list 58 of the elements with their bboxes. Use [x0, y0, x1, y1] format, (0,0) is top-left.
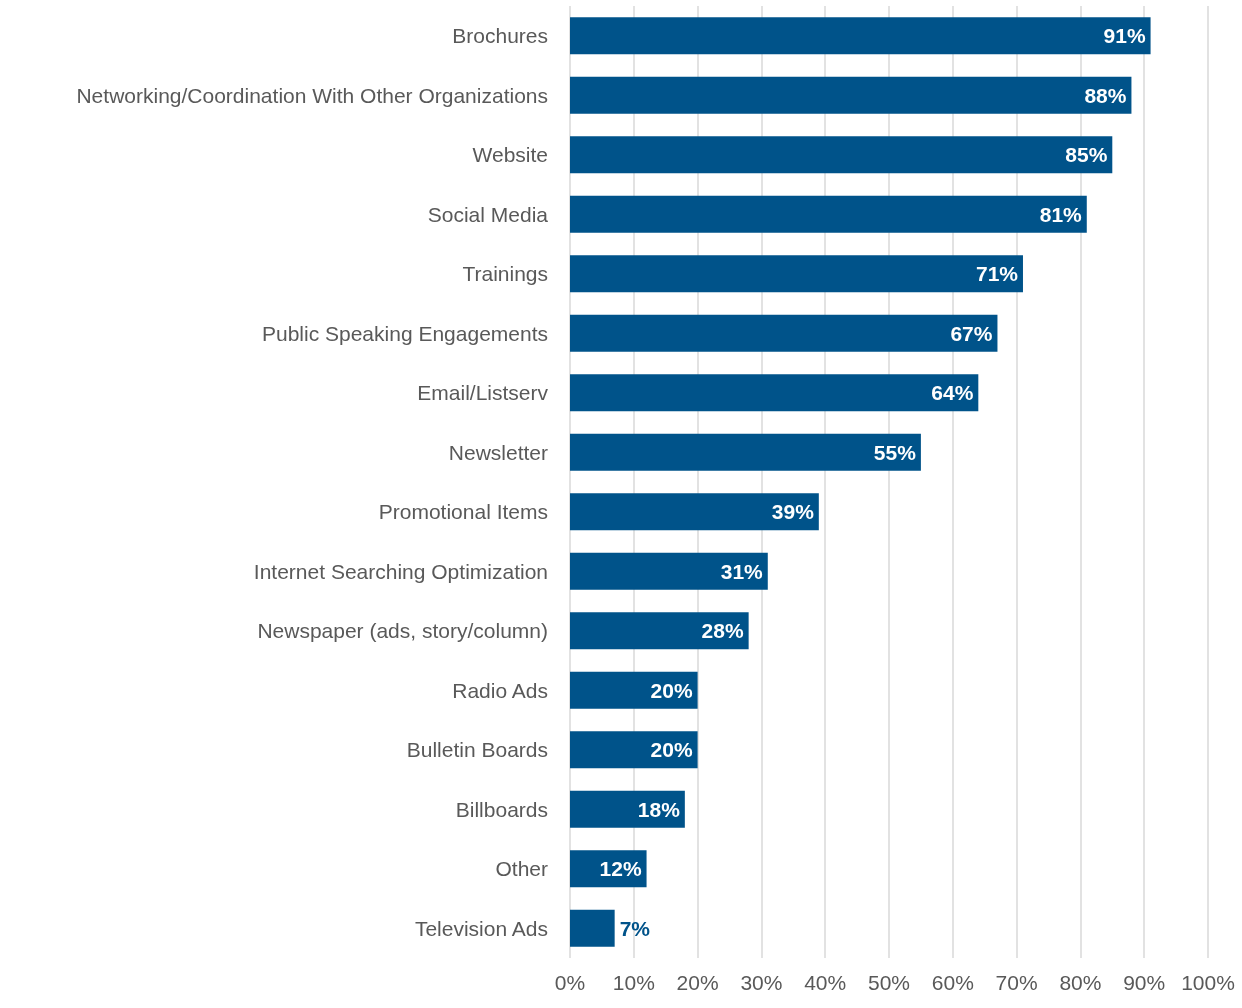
y-tick-label: Promotional Items	[378, 500, 548, 524]
bar	[570, 790, 685, 828]
data-label: 28%	[701, 619, 744, 643]
x-tick-label: 20%	[676, 971, 719, 994]
x-tick-label: 0%	[554, 971, 586, 994]
bar	[570, 374, 979, 412]
data-label: 7%	[619, 916, 651, 940]
data-label: 20%	[650, 738, 693, 762]
bar	[570, 17, 1151, 55]
data-label: 39%	[771, 500, 815, 524]
data-label: 67%	[950, 321, 993, 345]
x-tick-label: 90%	[1123, 971, 1166, 994]
data-label: 18%	[637, 797, 681, 821]
y-tick-label: Newspaper (ads, story/column)	[257, 619, 548, 643]
data-label: 85%	[1065, 143, 1108, 167]
bar	[570, 314, 998, 352]
y-tick-label: Website	[472, 143, 548, 167]
x-tick-label: 10%	[612, 971, 655, 994]
x-tick-label: 40%	[804, 971, 847, 994]
data-label: 31%	[720, 559, 764, 583]
bar	[570, 671, 698, 709]
bar	[570, 136, 1113, 174]
x-tick-label: 30%	[740, 971, 783, 994]
bar	[570, 433, 921, 471]
bar	[570, 909, 615, 947]
bar	[570, 731, 698, 769]
y-tick-label: Brochures	[452, 24, 548, 48]
x-tick-label: 70%	[995, 971, 1038, 994]
y-tick-label: Radio Ads	[452, 678, 548, 702]
y-tick-label: Public Speaking Engagements	[261, 321, 548, 345]
y-tick-label: Billboards	[455, 797, 548, 821]
x-tick-label: 50%	[867, 971, 911, 994]
x-tick-label: 80%	[1059, 971, 1102, 994]
data-label: 91%	[1103, 24, 1146, 48]
data-label: 71%	[975, 262, 1019, 286]
bar	[570, 612, 749, 650]
x-tick-label: 60%	[931, 971, 974, 994]
data-label: 55%	[873, 440, 917, 464]
data-label: 12%	[599, 857, 642, 881]
data-label: 64%	[931, 381, 974, 405]
data-label: 81%	[1039, 202, 1083, 226]
y-tick-label: Social Media	[427, 202, 549, 226]
y-tick-label: Newsletter	[448, 440, 548, 464]
y-tick-label: Other	[495, 857, 548, 881]
bar	[570, 552, 768, 590]
data-label: 88%	[1084, 83, 1127, 107]
y-tick-label: Trainings	[462, 262, 548, 286]
bar	[570, 76, 1132, 114]
data-label: 20%	[650, 678, 693, 702]
y-tick-label: Networking/Coordination With Other Organizations	[76, 83, 548, 107]
y-tick-label: Television Ads	[414, 916, 548, 940]
y-tick-label: Internet Searching Optimization	[253, 559, 548, 583]
y-tick-label: Email/Listserv	[417, 381, 549, 405]
y-tick-label: Bulletin Boards	[406, 738, 548, 762]
bar	[570, 195, 1087, 233]
bar	[570, 493, 819, 531]
bar	[570, 255, 1023, 293]
x-tick-label: 100%	[1181, 971, 1235, 994]
